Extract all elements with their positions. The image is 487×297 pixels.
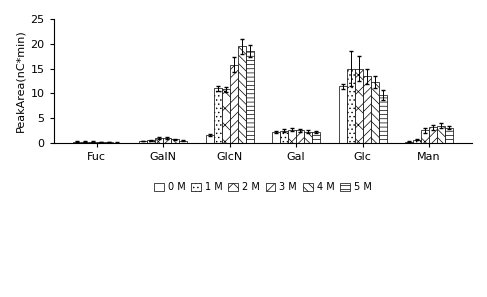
- Bar: [222, 89, 229, 143]
- Bar: [81, 142, 89, 143]
- Bar: [163, 138, 171, 143]
- Bar: [304, 132, 312, 143]
- Bar: [445, 128, 453, 143]
- Bar: [363, 76, 371, 143]
- Bar: [206, 135, 214, 143]
- Bar: [312, 132, 320, 143]
- Bar: [421, 130, 429, 143]
- Bar: [105, 142, 112, 143]
- Bar: [96, 142, 105, 143]
- Bar: [355, 69, 363, 143]
- Bar: [371, 82, 378, 143]
- Bar: [155, 138, 163, 143]
- Bar: [437, 126, 445, 143]
- Bar: [229, 65, 238, 143]
- Bar: [338, 86, 347, 143]
- Bar: [238, 46, 245, 143]
- Legend: 0 M, 1 M, 2 M, 3 M, 4 M, 5 M: 0 M, 1 M, 2 M, 3 M, 4 M, 5 M: [151, 179, 375, 195]
- Bar: [280, 131, 288, 143]
- Bar: [147, 140, 155, 143]
- Y-axis label: PeakArea(nC*min): PeakArea(nC*min): [15, 30, 25, 132]
- Bar: [179, 140, 187, 143]
- Bar: [73, 142, 81, 143]
- Bar: [429, 127, 437, 143]
- Bar: [89, 142, 96, 143]
- Bar: [413, 140, 421, 143]
- Bar: [245, 51, 254, 143]
- Bar: [288, 130, 296, 143]
- Bar: [171, 139, 179, 143]
- Bar: [272, 132, 280, 143]
- Bar: [405, 142, 413, 143]
- Bar: [378, 95, 387, 143]
- Bar: [214, 89, 222, 143]
- Bar: [296, 130, 304, 143]
- Bar: [139, 141, 147, 143]
- Bar: [347, 69, 355, 143]
